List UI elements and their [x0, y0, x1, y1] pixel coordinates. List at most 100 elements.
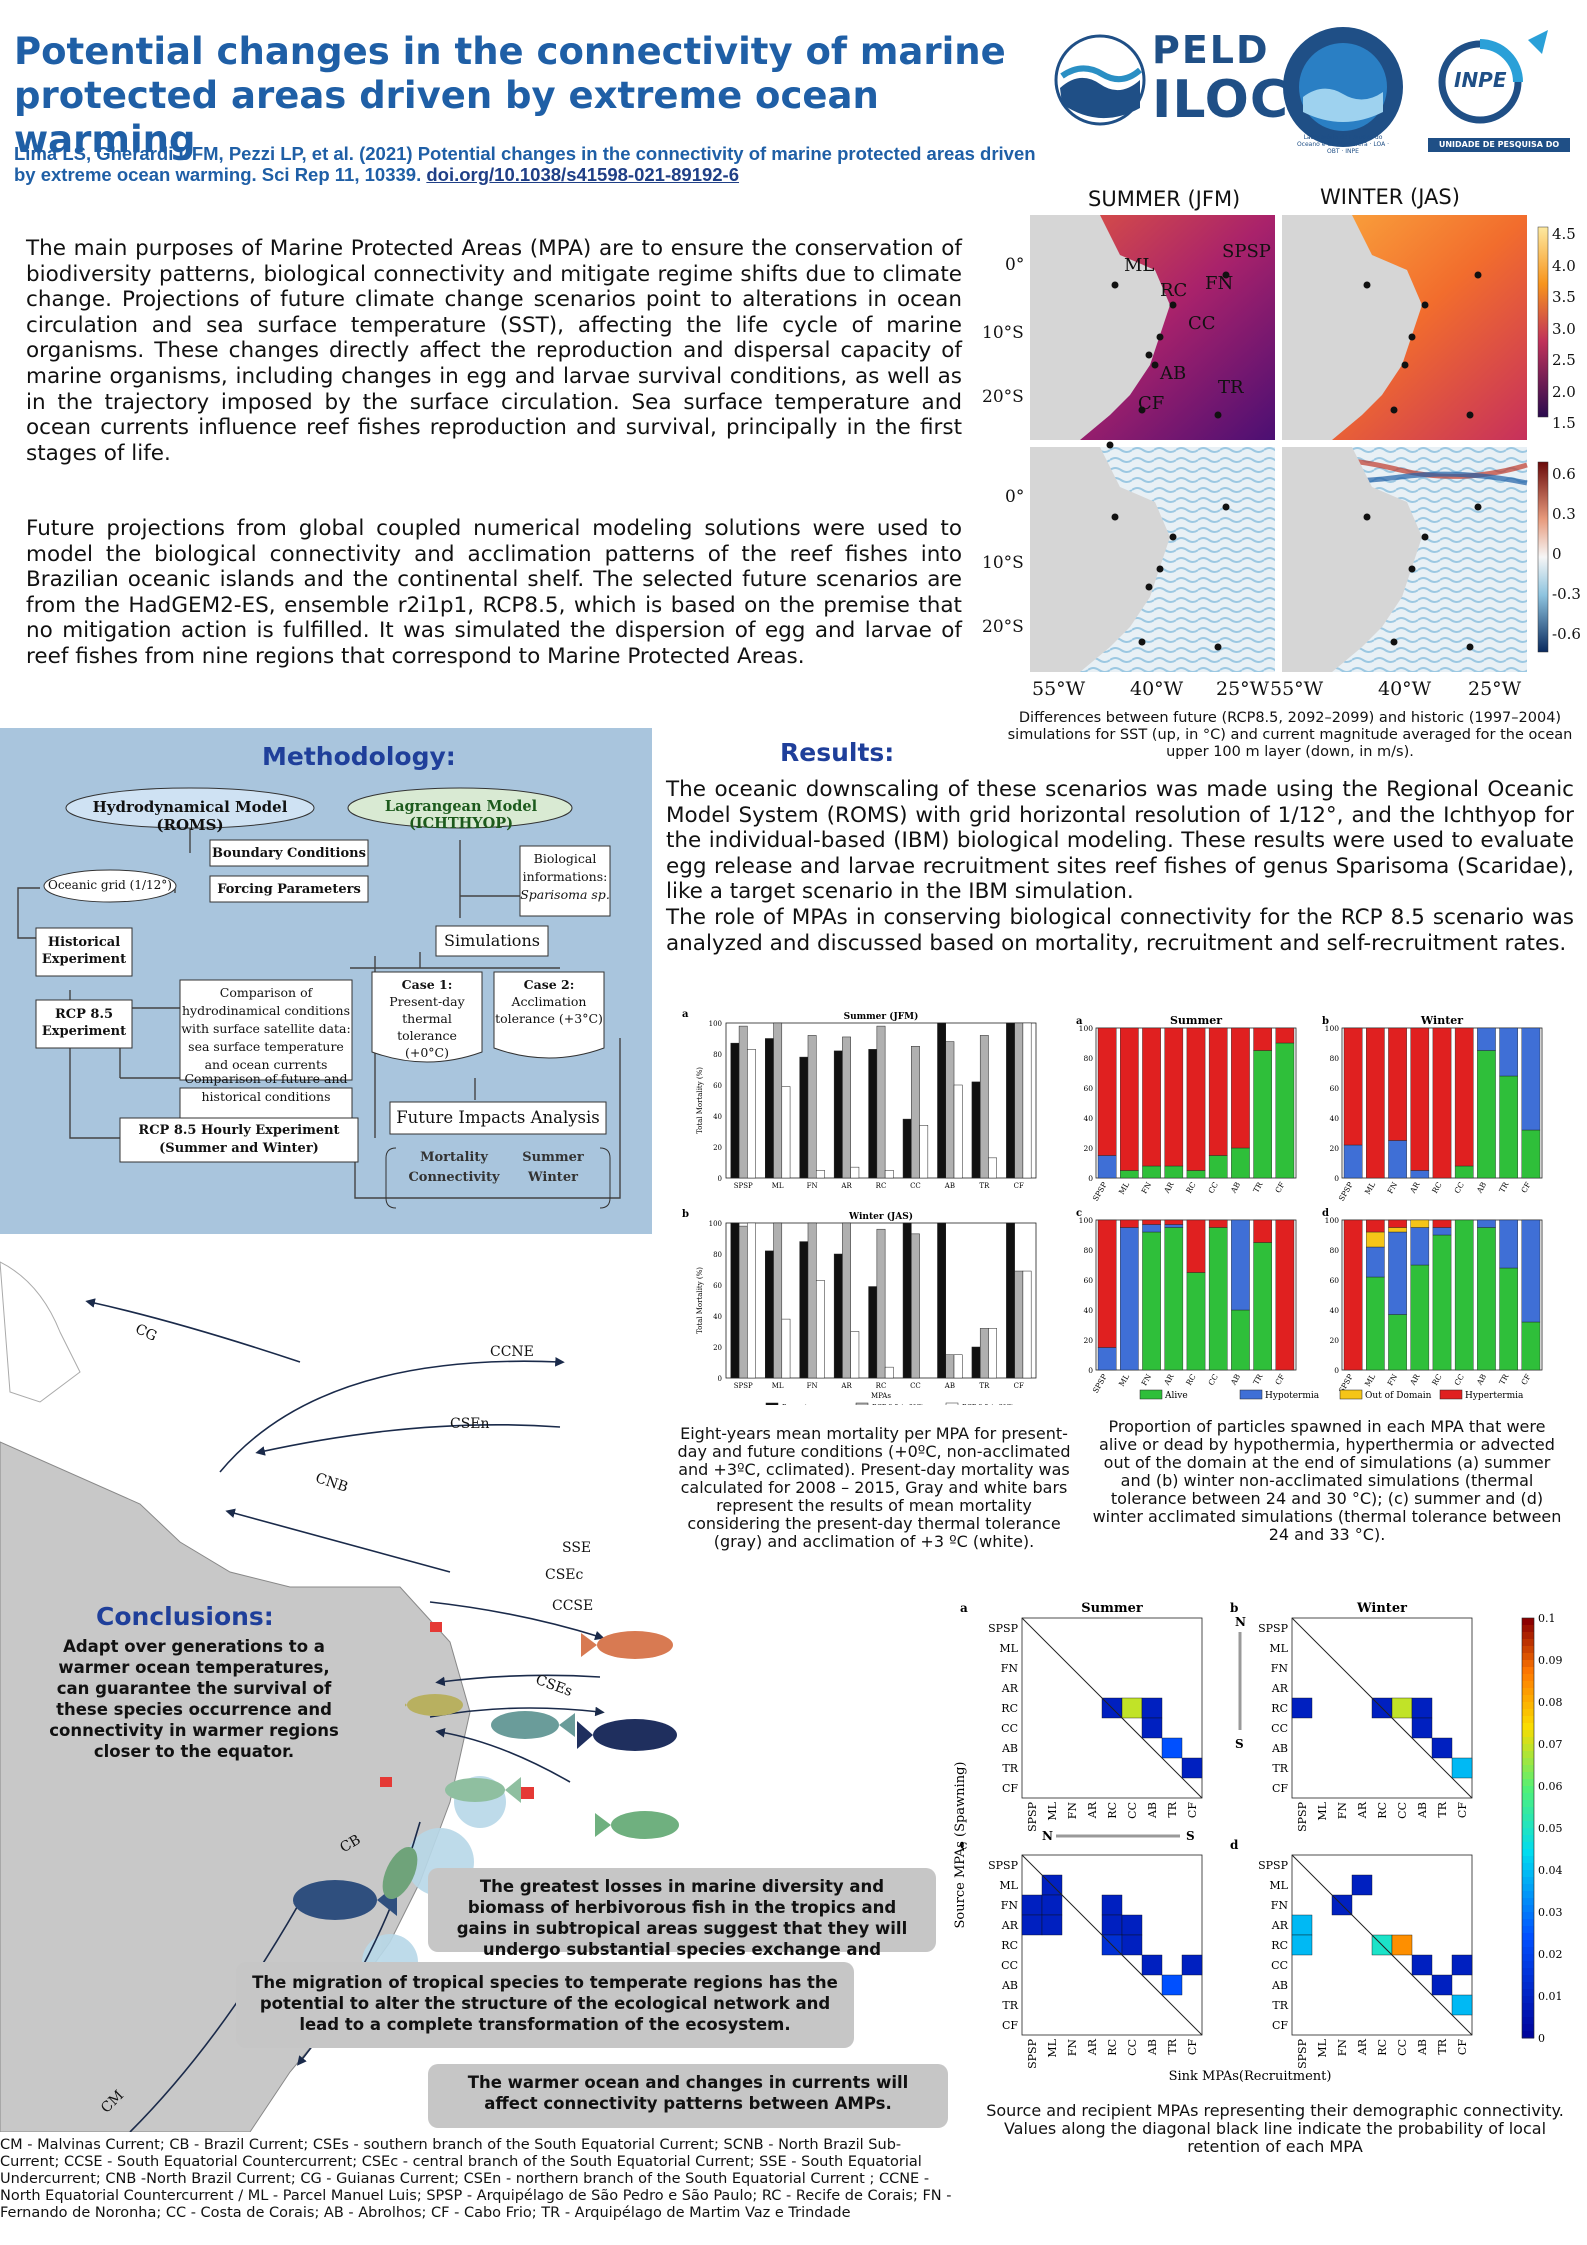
heat-x-tick: AB — [1146, 1802, 1159, 1819]
case2-node: Case 2: Acclimation tolerance (+3°C) — [494, 976, 604, 1027]
mort-bar — [884, 1170, 894, 1179]
heat-colorbar-step — [1522, 1947, 1534, 1955]
site-label-spsp: SPSP — [1222, 241, 1271, 262]
stack-x-tick: FN — [1140, 1372, 1154, 1387]
stack-x-tick: AR — [1162, 1372, 1176, 1387]
mort-bar — [781, 1086, 791, 1179]
stack-bar-segment — [1097, 1219, 1117, 1348]
stack-x-tick: AR — [1408, 1372, 1422, 1387]
stack-bar-segment — [1275, 1219, 1295, 1371]
conclusion-2-box: The greatest losses in marine diversity … — [428, 1868, 936, 1980]
heat-cell — [1181, 1757, 1203, 1779]
heat-cell — [1431, 1974, 1453, 1996]
heat-colorbar-step — [1522, 1905, 1534, 1913]
stack-legend-label: Out of Domain — [1365, 1391, 1432, 1401]
stack-legend-swatch — [1239, 1389, 1263, 1400]
heat-x-tick: CF — [1456, 2039, 1469, 2055]
current-tick-label: -0.3 — [1552, 585, 1581, 603]
mort-bar — [979, 1328, 989, 1379]
conclusion-3: The migration of tropical species to tem… — [252, 1973, 838, 2034]
stack-bar-segment — [1366, 1219, 1385, 1233]
case1-node: Case 1: Present-day thermal tolerance (+… — [372, 976, 482, 1061]
stack-x-tick: RC — [1184, 1180, 1198, 1195]
stack-x-tick: CC — [1206, 1372, 1220, 1387]
stack-bar-segment — [1120, 1219, 1139, 1228]
sst-tick-label: 4.0 — [1552, 256, 1576, 275]
mort-bar — [765, 1038, 774, 1179]
mort-bar — [919, 1125, 929, 1179]
stack-bar-segment — [1343, 1219, 1363, 1371]
stack-bar-segment — [1366, 1246, 1385, 1278]
abbreviations-footnote: CM - Malvinas Current; CB - Brazil Curre… — [0, 2137, 952, 2221]
heat-y-tick: RC — [1271, 1939, 1288, 1952]
stack-bar-segment — [1388, 1140, 1407, 1179]
heat-cell — [1121, 1914, 1143, 1936]
comparison1-line: and ocean currents — [204, 1057, 328, 1072]
heat-colorbar-step — [1522, 1793, 1534, 1801]
heat-cell — [1041, 1914, 1063, 1936]
heat-y-tick: AB — [1271, 1742, 1288, 1755]
heat-colorbar-step — [1522, 2010, 1534, 2018]
mort-y-tick: 100 — [709, 1020, 722, 1028]
stack-x-tick: CC — [1452, 1372, 1466, 1387]
mort-x-tick: AB — [944, 1182, 955, 1190]
heat-y-tick: TR — [1272, 1999, 1288, 2012]
mort-panel-letter: b — [682, 1209, 689, 1220]
mort-bar — [815, 1280, 825, 1379]
mort-bar — [953, 1084, 963, 1179]
stack-bar-segment — [1142, 1224, 1161, 1233]
mort-y-tick: 100 — [709, 1220, 722, 1228]
stack-y-tick: 20 — [1083, 1144, 1093, 1153]
results-paragraph-1: The oceanic downscaling of these scenari… — [666, 777, 1574, 905]
heat-cell — [1411, 1954, 1433, 1976]
heat-x-tick: FN — [1336, 2039, 1349, 2057]
lon-label: 40°W — [1378, 678, 1432, 700]
stack-bar-segment — [1231, 1147, 1250, 1179]
lon-label: 40°W — [1130, 678, 1184, 700]
doi-link[interactable]: doi.org/10.1038/s41598-021-89192-6 — [426, 164, 740, 185]
heat-colorbar-step — [1522, 1870, 1534, 1878]
heat-colorbar-step — [1522, 1856, 1534, 1864]
stack-bar-segment — [1366, 1231, 1385, 1248]
stack-bar-segment — [1208, 1227, 1228, 1371]
site-label-fn: FN — [1205, 273, 1234, 294]
results-text: The oceanic downscaling of these scenari… — [666, 777, 1574, 956]
heat-y-label: Source MPAs (Spawning) — [953, 1762, 968, 1929]
heat-s-label: S — [1235, 1737, 1244, 1751]
heat-colorbar-step — [1522, 1954, 1534, 1962]
current-label-sse: SSE — [562, 1540, 592, 1556]
heat-cell — [1291, 1934, 1313, 1956]
heat-y-tick: CC — [1271, 1959, 1288, 1972]
heat-colorbar-tick: 0.06 — [1538, 1780, 1563, 1793]
heat-y-tick: FN — [1271, 1899, 1289, 1912]
stack-bar-segment — [1186, 1170, 1206, 1179]
stack-panel-letter: d — [1322, 1208, 1329, 1219]
heat-x-tick: FN — [1336, 1802, 1349, 1820]
stack-legend-swatch — [1139, 1389, 1163, 1400]
stack-y-tick: 20 — [1083, 1336, 1093, 1345]
lon-label: 55°W — [1032, 678, 1086, 700]
sst-tick-label: 3.0 — [1552, 319, 1576, 338]
heat-x-tick: AR — [1356, 2038, 1369, 2056]
comparison2-line: Comparison of future and — [184, 1071, 348, 1086]
stack-bar-segment — [1142, 1165, 1161, 1179]
stack-bar-segment — [1231, 1027, 1250, 1149]
mort-chart-title: Winter (JAS) — [848, 1211, 913, 1222]
heat-y-tick: RC — [1271, 1702, 1288, 1715]
stack-bar-segment — [1432, 1227, 1452, 1236]
case1-line: Present-day — [389, 994, 465, 1009]
mort-chart-title: Summer (JFM) — [844, 1011, 919, 1022]
stack-bar-segment — [1164, 1027, 1184, 1167]
stack-y-tick: 60 — [1083, 1276, 1093, 1285]
stack-bar-segment — [1253, 1219, 1272, 1243]
heat-colorbar-step — [1522, 1968, 1534, 1976]
heat-n-label: N — [1235, 1615, 1246, 1629]
peld-text: PELD — [1152, 28, 1270, 72]
case2-title: Case 2: — [523, 977, 575, 992]
mort-bar — [747, 1049, 756, 1179]
heat-cell — [1141, 1697, 1163, 1719]
stack-bar-segment — [1208, 1155, 1228, 1179]
connectivity-line: Connectivity — [408, 1170, 500, 1185]
stack-bar-segment — [1097, 1155, 1117, 1179]
heat-cell — [1291, 1697, 1313, 1719]
